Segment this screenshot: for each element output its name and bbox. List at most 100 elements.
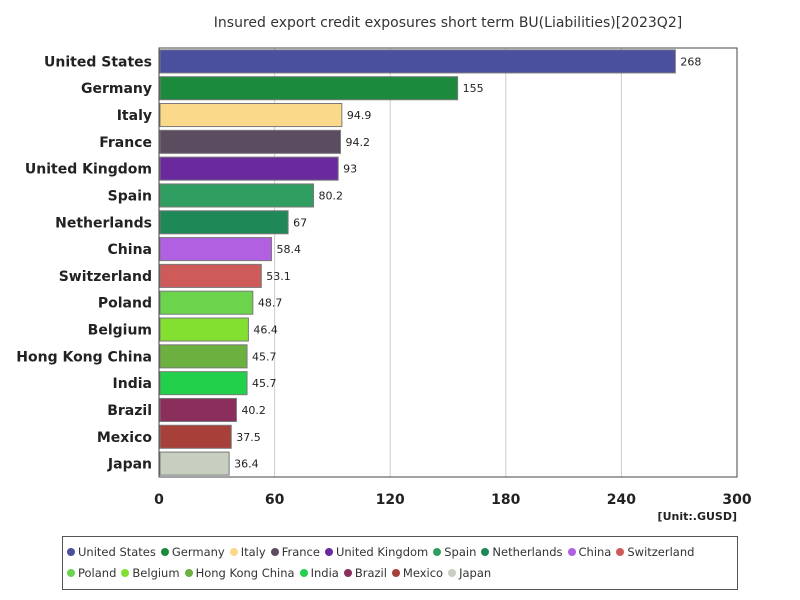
bar bbox=[159, 290, 254, 315]
legend-label: Switzerland bbox=[627, 545, 695, 559]
data-label: 80.2 bbox=[319, 189, 344, 202]
x-tick-label: 120 bbox=[376, 492, 405, 508]
legend-item[interactable]: Brazil bbox=[343, 563, 387, 584]
legend-swatch bbox=[324, 548, 333, 556]
legend-label: Belgium bbox=[132, 566, 180, 580]
legend-item[interactable]: Belgium bbox=[121, 563, 180, 584]
bar bbox=[159, 156, 339, 181]
data-label: 46.4 bbox=[253, 324, 278, 337]
category-label: Japan bbox=[107, 457, 152, 473]
legend-label: Italy bbox=[240, 545, 266, 559]
legend-swatch bbox=[567, 548, 576, 556]
data-label: 94.2 bbox=[345, 136, 370, 149]
category-label: India bbox=[113, 376, 152, 392]
x-tick-label: 180 bbox=[491, 492, 520, 508]
legend-item[interactable]: Switzerland bbox=[616, 542, 694, 563]
legend-label: Spain bbox=[444, 545, 477, 559]
legend-item[interactable]: Hong Kong China bbox=[184, 563, 295, 584]
legend-swatch bbox=[160, 548, 169, 556]
x-tick-label: 300 bbox=[722, 492, 751, 508]
legend-swatch bbox=[67, 569, 75, 577]
plot-frame bbox=[158, 47, 738, 478]
legend-item[interactable]: Poland bbox=[67, 563, 116, 584]
data-label: 48.7 bbox=[258, 297, 283, 310]
bar bbox=[159, 424, 232, 449]
legend-swatch bbox=[184, 569, 193, 577]
bar bbox=[159, 263, 262, 288]
x-tick-label: 0 bbox=[154, 492, 164, 508]
category-label: United Kingdom bbox=[25, 162, 152, 178]
legend-item[interactable]: China bbox=[567, 542, 611, 563]
category-label: Belgium bbox=[88, 323, 152, 339]
category-label: Poland bbox=[98, 296, 152, 312]
category-label: Switzerland bbox=[59, 269, 152, 285]
bar bbox=[159, 237, 273, 262]
data-label: 155 bbox=[463, 82, 484, 95]
data-label: 53.1 bbox=[266, 270, 291, 283]
legend-swatch bbox=[481, 548, 490, 556]
category-label: Germany bbox=[81, 81, 152, 97]
bar bbox=[159, 129, 341, 154]
legend-item[interactable]: Mexico bbox=[391, 563, 444, 584]
legend-item[interactable]: Japan bbox=[448, 563, 491, 584]
legend-swatch bbox=[343, 569, 352, 577]
bars-layer bbox=[159, 49, 676, 476]
legend-swatch bbox=[270, 548, 279, 556]
labels-layer: United States 268 Germany 155 Italy 94.9 Franc… bbox=[16, 54, 701, 472]
legend-swatch bbox=[433, 548, 442, 556]
category-label: Hong Kong China bbox=[16, 349, 152, 365]
legend-label: Mexico bbox=[402, 566, 444, 580]
bar bbox=[159, 49, 676, 74]
legend-item[interactable]: United Kingdom bbox=[324, 542, 428, 563]
category-label: United States bbox=[44, 54, 152, 70]
legend-label: Hong Kong China bbox=[195, 566, 295, 580]
ticks-layer: 0 60 120 180 240 300 bbox=[154, 492, 752, 508]
data-label: 45.7 bbox=[252, 350, 276, 363]
legend: United States Germany Italy France United Ki… bbox=[62, 536, 738, 590]
x-tick-label: 60 bbox=[265, 492, 285, 508]
unit-label: [Unit:.GUSD] bbox=[658, 510, 737, 523]
bar bbox=[159, 103, 343, 128]
category-label: Mexico bbox=[97, 430, 153, 446]
legend-label: Poland bbox=[78, 566, 117, 580]
category-label: China bbox=[108, 242, 152, 258]
legend-item[interactable]: Netherlands bbox=[481, 542, 563, 563]
legend-label: India bbox=[310, 566, 339, 580]
legend-label: Japan bbox=[459, 566, 492, 580]
legend-swatch bbox=[448, 569, 457, 577]
data-label: 40.2 bbox=[241, 404, 266, 417]
bar bbox=[159, 344, 248, 369]
category-label: France bbox=[99, 135, 152, 151]
category-label: Brazil bbox=[107, 403, 152, 419]
legend-item[interactable]: Spain bbox=[433, 542, 476, 563]
category-label: Spain bbox=[108, 188, 152, 204]
legend-item[interactable]: United States bbox=[67, 542, 156, 563]
legend-item[interactable]: Germany bbox=[160, 542, 225, 563]
grid-layer bbox=[274, 48, 622, 477]
legend-item[interactable]: France bbox=[270, 542, 320, 563]
legend-item[interactable]: Italy bbox=[229, 542, 266, 563]
legend-item[interactable]: India bbox=[299, 563, 339, 584]
x-tick-label: 240 bbox=[607, 492, 636, 508]
data-label: 93 bbox=[343, 163, 357, 176]
category-label: Netherlands bbox=[55, 215, 152, 231]
data-label: 58.4 bbox=[277, 243, 302, 256]
category-label: Italy bbox=[117, 108, 152, 124]
data-label: 45.7 bbox=[252, 377, 276, 390]
legend-swatch bbox=[616, 548, 625, 556]
data-label: 67 bbox=[293, 216, 307, 229]
data-label: 37.5 bbox=[236, 431, 261, 444]
legend-swatch bbox=[67, 548, 75, 556]
bar bbox=[159, 397, 237, 422]
bar bbox=[159, 371, 248, 396]
chart-title: Insured export credit exposures short te… bbox=[214, 15, 682, 31]
legend-label: Netherlands bbox=[492, 545, 563, 559]
data-label: 268 bbox=[680, 55, 701, 68]
bar bbox=[159, 76, 459, 101]
bar bbox=[159, 183, 315, 208]
bar bbox=[159, 451, 230, 476]
legend-swatch bbox=[299, 569, 308, 577]
legend-label: Brazil bbox=[354, 566, 387, 580]
